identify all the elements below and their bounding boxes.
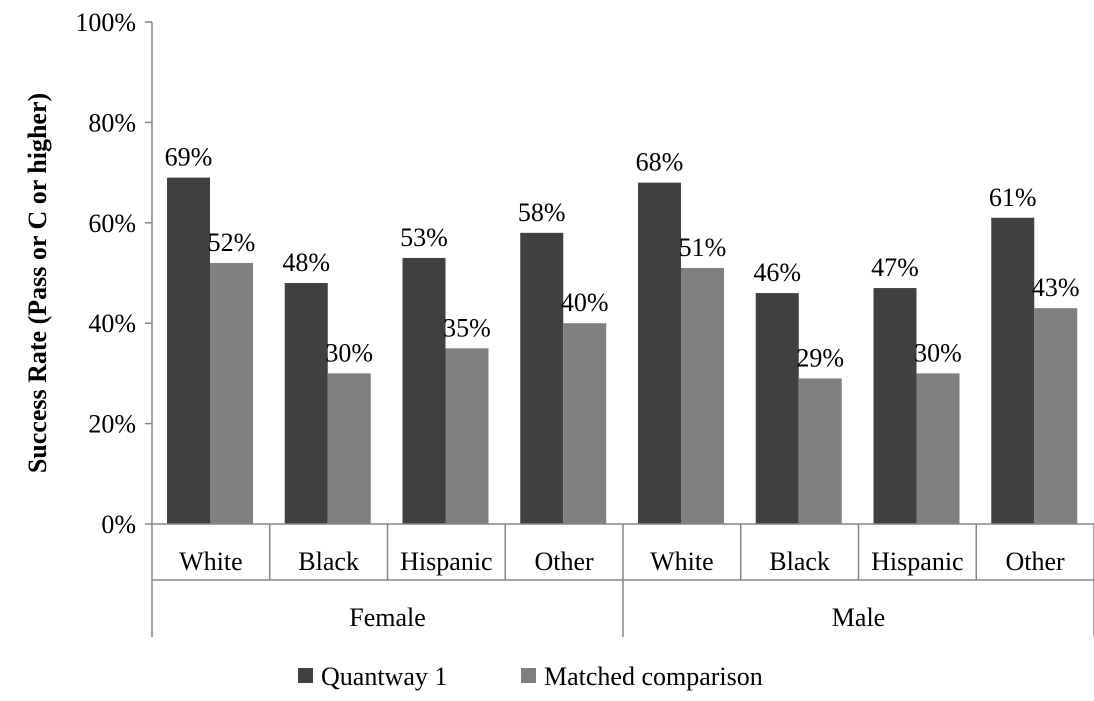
data-label: 40% <box>561 288 609 317</box>
y-tick-label: 60% <box>88 209 136 238</box>
category-label: Black <box>769 547 830 576</box>
data-label: 68% <box>636 148 684 177</box>
category-label: Other <box>1006 547 1066 576</box>
category-label: Other <box>535 547 595 576</box>
legend: Quantway 1 Matched comparison <box>298 662 763 691</box>
data-label: 58% <box>518 198 566 227</box>
group-label: Female <box>349 603 426 632</box>
data-label: 29% <box>796 343 844 372</box>
bar <box>681 267 724 524</box>
legend-swatch <box>298 668 313 683</box>
bar <box>638 182 681 524</box>
bar <box>755 293 799 524</box>
group-label: Male <box>832 603 885 632</box>
category-label: Hispanic <box>400 547 492 576</box>
data-label: 35% <box>443 313 491 342</box>
bar <box>1034 308 1078 524</box>
x-axis: White Black Hispanic Other Female White Black H… <box>151 523 1094 637</box>
category-label: Black <box>298 547 359 576</box>
data-label: 69% <box>165 143 213 172</box>
data-label: 53% <box>400 223 448 252</box>
bar <box>916 373 960 524</box>
legend-swatch <box>521 668 536 683</box>
data-label: 51% <box>679 233 727 262</box>
category-label: Hispanic <box>871 547 963 576</box>
data-label: 43% <box>1032 273 1080 302</box>
data-label: 47% <box>871 253 919 282</box>
legend-label: Matched comparison <box>544 662 763 691</box>
bar <box>210 262 253 524</box>
plot-area <box>167 177 1078 524</box>
bar <box>873 288 917 524</box>
bar <box>520 232 564 524</box>
data-label: 61% <box>989 183 1037 212</box>
y-tick-label: 80% <box>88 108 136 137</box>
y-tick-label: 100% <box>75 8 136 37</box>
data-labels: 69% 48% 53% 58% 68% 46% 47% 61% 52% 30% 35% 40% 51% 2… <box>165 143 1080 373</box>
bar <box>445 348 489 524</box>
legend-label: Quantway 1 <box>321 662 447 691</box>
bar <box>284 283 328 524</box>
data-label: 52% <box>208 228 256 257</box>
y-tick-label: 40% <box>88 309 136 338</box>
bar <box>798 378 842 524</box>
y-axis: 0% 20% 40% 60% 80% 100% <box>75 8 153 539</box>
category-label: White <box>650 547 714 576</box>
bar <box>991 217 1035 524</box>
bar <box>563 323 607 524</box>
data-label: 48% <box>282 248 330 277</box>
data-label: 46% <box>753 258 801 287</box>
bar <box>167 177 210 524</box>
data-label: 30% <box>325 338 373 367</box>
bar <box>402 257 446 524</box>
y-tick-label: 20% <box>88 410 136 439</box>
y-axis-label: Success Rate (Pass or C or higher) <box>23 93 52 473</box>
category-label: White <box>179 547 243 576</box>
bar <box>327 373 371 524</box>
y-tick-label: 0% <box>101 510 136 539</box>
data-label: 30% <box>914 338 962 367</box>
